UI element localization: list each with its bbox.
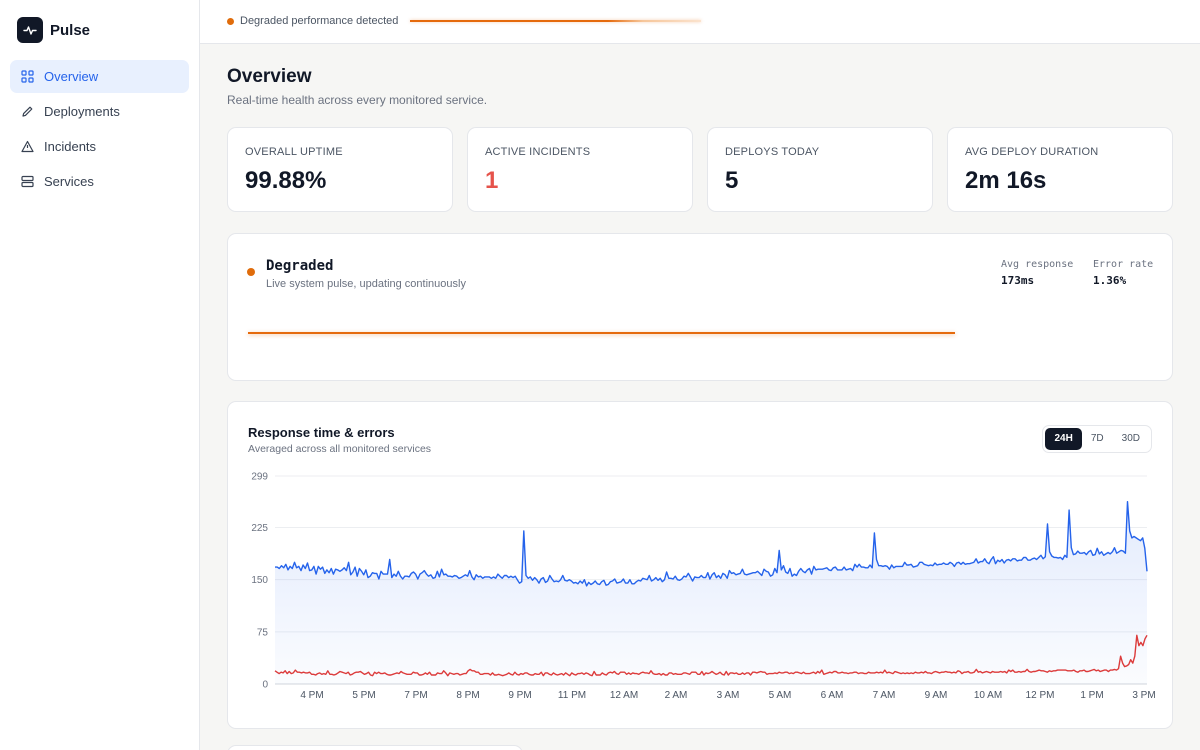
pencil-icon: [20, 105, 34, 119]
status-subtitle: Live system pulse, updating continuously: [266, 278, 466, 290]
server-icon: [20, 175, 34, 189]
stat-card-uptime: OVERALL UPTIME 99.88%: [227, 127, 453, 212]
x-tick-label: 8 PM: [456, 690, 479, 701]
stat-label: ACTIVE INCIDENTS: [485, 146, 591, 158]
alert-triangle-icon: [20, 140, 34, 154]
range-30d-button[interactable]: 30D: [1121, 433, 1140, 444]
series-0-area: [275, 501, 1147, 684]
banner-pulse-bar: [410, 20, 701, 22]
grid-icon: [20, 70, 34, 84]
x-tick-label: 5 PM: [352, 690, 375, 701]
x-tick-label: 6 AM: [821, 690, 844, 701]
x-tick-label: 12 PM: [1026, 690, 1055, 701]
sidebar-item-label: Incidents: [44, 139, 97, 154]
x-tick-label: 11 PM: [558, 690, 586, 701]
status-title: Degraded: [266, 258, 334, 274]
banner-status-dot: [227, 18, 234, 25]
range-24h-button[interactable]: 24H: [1045, 428, 1082, 450]
x-tick-label: 4 PM: [300, 690, 323, 701]
banner-text: Degraded performance detected: [240, 15, 399, 27]
stat-card-incidents: ACTIVE INCIDENTS 1: [467, 127, 693, 212]
stat-value: 2m 16s: [965, 167, 1047, 194]
next-card: [227, 745, 523, 750]
stat-label: AVG DEPLOY DURATION: [965, 146, 1099, 158]
x-tick-label: 2 AM: [665, 690, 688, 701]
system-pulse-line: [248, 332, 955, 334]
x-tick-label: 1 PM: [1080, 690, 1103, 701]
chart-title: Response time & errors: [248, 425, 395, 440]
sidebar-item-services[interactable]: Services: [10, 165, 189, 198]
x-tick-label: 9 AM: [925, 690, 948, 701]
metric-value: 173ms: [1001, 274, 1035, 287]
x-tick-label: 7 AM: [873, 690, 896, 701]
app-name: Pulse: [50, 21, 91, 39]
sidebar-item-label: Services: [44, 174, 94, 189]
stat-label: DEPLOYS TODAY: [725, 146, 820, 158]
x-tick-label: 9 PM: [508, 690, 531, 701]
stat-value: 99.88%: [245, 167, 327, 194]
status-dot: [247, 268, 255, 276]
metric-error-rate: Error rate 1.36%: [1093, 259, 1153, 287]
chart-subtitle: Averaged across all monitored services: [248, 443, 432, 455]
metric-value: 1.36%: [1093, 274, 1127, 287]
y-tick-label: 225: [251, 523, 268, 534]
y-tick-label: 150: [251, 575, 268, 586]
time-range-toggle: 24H 7D 30D: [1042, 425, 1152, 453]
stat-card-deploy-duration: AVG DEPLOY DURATION 2m 16s: [947, 127, 1173, 212]
response-time-chart: 0 75 150 225 299 4 PM 5 PM 7 PM 8 PM 9 PM 11 PM 12 …: [251, 472, 1155, 702]
sidebar-item-overview[interactable]: Overview: [10, 60, 189, 93]
x-tick-label: 10 AM: [974, 690, 1002, 701]
page-subtitle: Real-time health across every monitored …: [227, 93, 488, 107]
sidebar-item-deployments[interactable]: Deployments: [10, 95, 189, 128]
stat-card-deploys: DEPLOYS TODAY 5: [707, 127, 933, 212]
x-tick-label: 12 AM: [610, 690, 638, 701]
brand[interactable]: Pulse: [0, 0, 199, 60]
system-status-card: Degraded Live system pulse, updating con…: [227, 233, 1173, 381]
x-tick-label: 5 AM: [769, 690, 792, 701]
status-banner: Degraded performance detected: [200, 0, 1200, 44]
sidebar-item-label: Overview: [44, 69, 99, 84]
stat-value: 5: [725, 167, 739, 194]
series-1-line: [274, 634, 1148, 677]
metric-label: Error rate: [1093, 259, 1154, 270]
page-title: Overview: [227, 66, 312, 87]
stat-value: 1: [485, 167, 499, 194]
stat-label: OVERALL UPTIME: [245, 146, 343, 158]
series-0-line: [275, 501, 1148, 587]
range-7d-button[interactable]: 7D: [1090, 433, 1104, 444]
sidebar-item-incidents[interactable]: Incidents: [10, 130, 189, 163]
y-tick-label: 299: [251, 472, 268, 483]
sidebar-item-label: Deployments: [44, 104, 120, 119]
metric-label: Avg response: [1001, 259, 1074, 270]
y-tick-label: 75: [257, 627, 269, 638]
x-tick-label: 3 AM: [717, 690, 740, 701]
y-tick-label: 0: [262, 680, 268, 691]
sidebar: Pulse Overview Deployments Incidents Ser…: [0, 0, 200, 750]
x-tick-label: 7 PM: [404, 690, 427, 701]
x-tick-label: 3 PM: [1132, 690, 1155, 701]
pulse-logo-icon: [17, 17, 43, 43]
sidebar-nav: Overview Deployments Incidents Services: [0, 60, 199, 198]
response-chart-card: 0 75 150 225 299 4 PM 5 PM 7 PM 8 PM 9 PM 11 PM 12 …: [227, 401, 1173, 729]
metric-avg-response: Avg response 173ms: [1001, 259, 1073, 287]
